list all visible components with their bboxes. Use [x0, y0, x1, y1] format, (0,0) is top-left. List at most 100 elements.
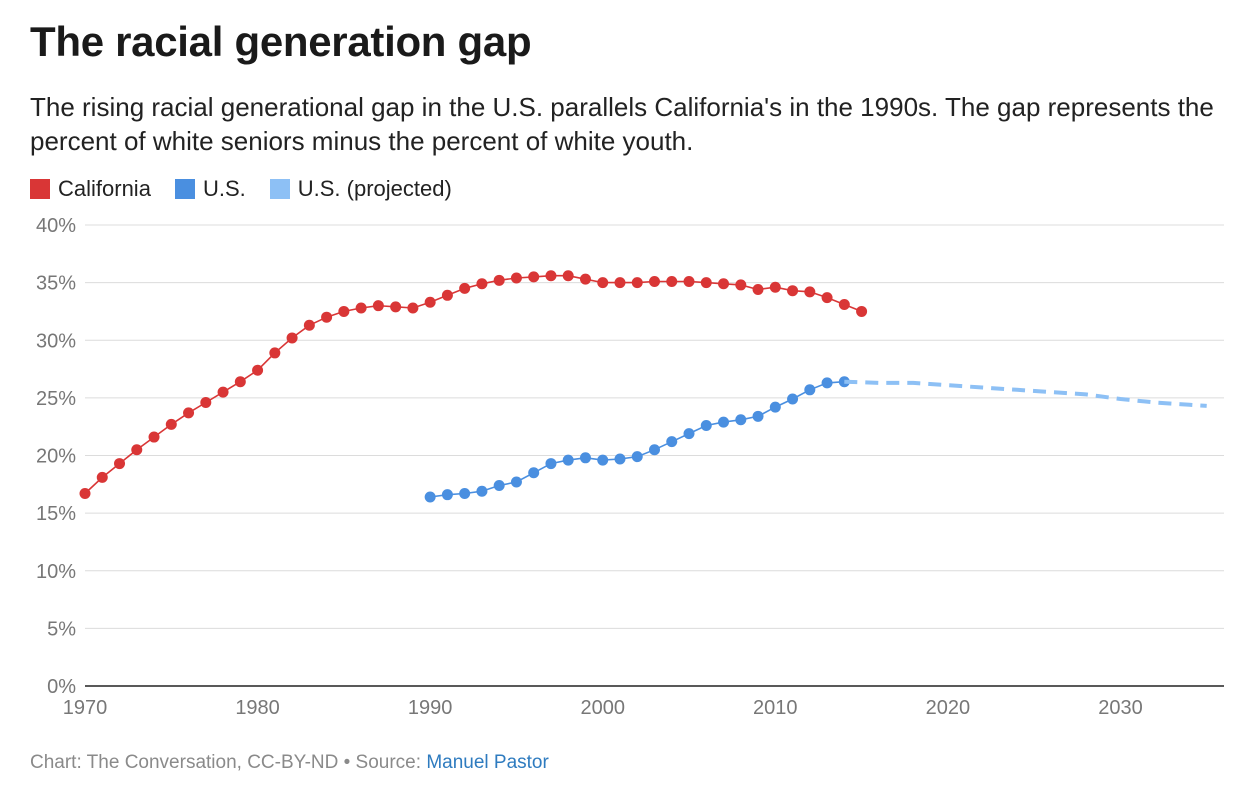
data-point-california — [683, 275, 695, 287]
data-point-california — [597, 277, 609, 289]
legend-label-california: California — [58, 176, 151, 201]
data-point-california — [856, 305, 868, 317]
y-tick-label: 15% — [36, 503, 76, 525]
y-tick-label: 20% — [36, 446, 76, 468]
data-point-california — [821, 292, 833, 304]
data-point-u-s — [493, 479, 505, 491]
data-point-u-s — [735, 414, 747, 426]
legend-swatch-us-projected — [269, 179, 290, 199]
data-point-u-s — [769, 401, 781, 413]
y-tick-label: 0% — [47, 676, 76, 698]
data-point-california — [148, 431, 160, 443]
data-point-california — [838, 299, 850, 311]
data-point-u-s — [718, 416, 730, 428]
chart-subtitle: The rising racial generational gap in th… — [30, 92, 1214, 156]
data-point-u-s — [614, 453, 626, 465]
data-point-california — [372, 300, 384, 312]
data-point-u-s — [631, 451, 643, 463]
legend-label-us: U.S. — [202, 176, 246, 201]
chart-footer: Chart: The Conversation, CC-BY-ND • Sour… — [30, 752, 549, 774]
y-tick-label: 40% — [36, 215, 76, 237]
data-point-u-s — [459, 488, 471, 500]
data-point-u-s — [579, 452, 591, 464]
legend-item-us-projected: U.S. (projected) — [269, 176, 452, 202]
data-point-california — [752, 284, 764, 296]
y-tick-label: 35% — [36, 273, 76, 295]
data-point-u-s — [441, 489, 453, 501]
data-point-california — [614, 277, 626, 289]
data-point-california — [476, 278, 488, 290]
x-tick-label: 1970 — [63, 697, 108, 719]
series-line-u-s-projected — [844, 379, 1207, 408]
y-tick-label: 10% — [36, 561, 76, 583]
legend-swatch-california — [30, 179, 50, 199]
data-point-california — [286, 332, 298, 344]
data-point-california — [303, 319, 315, 331]
data-point-u-s — [821, 377, 833, 389]
data-point-u-s — [804, 384, 816, 396]
data-point-california — [338, 305, 350, 317]
x-tick-label: 2000 — [580, 697, 625, 719]
data-point-u-s — [649, 444, 660, 456]
data-point-california — [631, 277, 643, 289]
data-point-california — [165, 418, 177, 430]
legend: California U.S. U.S. (projected) — [30, 176, 476, 202]
y-tick-label: 25% — [36, 388, 76, 410]
data-point-u-s — [562, 454, 574, 466]
line-chart: 0% 5% 10% 15% 20% 25% 30% 35% 40% 1970 1980 1990 200… — [36, 215, 1224, 719]
data-point-california — [735, 279, 747, 291]
data-point-california — [510, 272, 522, 284]
chart-title: The racial generation gap — [30, 18, 532, 65]
data-point-u-s — [700, 420, 712, 432]
data-point-california — [769, 281, 781, 293]
y-tick-label: 5% — [47, 618, 76, 640]
data-point-u-s — [424, 491, 436, 503]
footer-credit: Chart: The Conversation, CC-BY-ND • Sour… — [30, 752, 427, 773]
data-point-california — [718, 278, 730, 290]
data-point-california — [355, 302, 367, 314]
data-point-california — [493, 274, 505, 286]
data-point-california — [579, 273, 591, 285]
data-point-u-s — [787, 393, 799, 405]
data-point-u-s — [510, 476, 522, 488]
data-point-california — [700, 277, 712, 289]
series-line-california — [84, 274, 862, 495]
x-tick-label: 2020 — [926, 697, 971, 719]
x-tick-label: 1990 — [408, 697, 453, 719]
data-point-california — [528, 271, 540, 283]
data-point-u-s — [545, 458, 557, 470]
data-point-california — [441, 289, 453, 301]
series-line-u-s — [430, 380, 845, 498]
data-point-california — [666, 275, 678, 287]
data-point-california — [183, 407, 195, 419]
data-point-u-s — [528, 467, 540, 479]
data-point-california — [459, 282, 471, 294]
data-point-california — [252, 364, 264, 376]
data-point-u-s — [752, 410, 764, 422]
y-tick-label: 30% — [36, 330, 76, 352]
data-point-u-s — [683, 428, 695, 440]
legend-label-us-projected: U.S. (projected) — [297, 176, 452, 201]
legend-item-california: California — [30, 176, 151, 202]
data-point-california — [217, 386, 229, 398]
data-point-california — [562, 270, 574, 282]
data-point-california — [131, 444, 143, 456]
data-point-california — [649, 275, 660, 287]
data-point-california — [804, 286, 816, 298]
data-point-california — [269, 347, 281, 359]
x-tick-label: 2010 — [753, 697, 798, 719]
data-point-california — [424, 296, 436, 308]
data-point-california — [321, 311, 333, 323]
legend-item-us: U.S. — [174, 176, 246, 202]
source-link[interactable]: Manuel Pastor — [426, 752, 549, 773]
data-point-california — [234, 376, 246, 388]
data-point-california — [96, 471, 108, 483]
data-point-california — [787, 285, 799, 297]
data-point-u-s — [666, 436, 678, 448]
x-tick-label: 2030 — [1098, 697, 1143, 719]
data-point-california — [114, 458, 126, 470]
data-point-california — [79, 488, 91, 500]
data-point-california — [545, 270, 557, 282]
legend-swatch-us — [174, 179, 195, 199]
data-point-california — [200, 396, 212, 408]
